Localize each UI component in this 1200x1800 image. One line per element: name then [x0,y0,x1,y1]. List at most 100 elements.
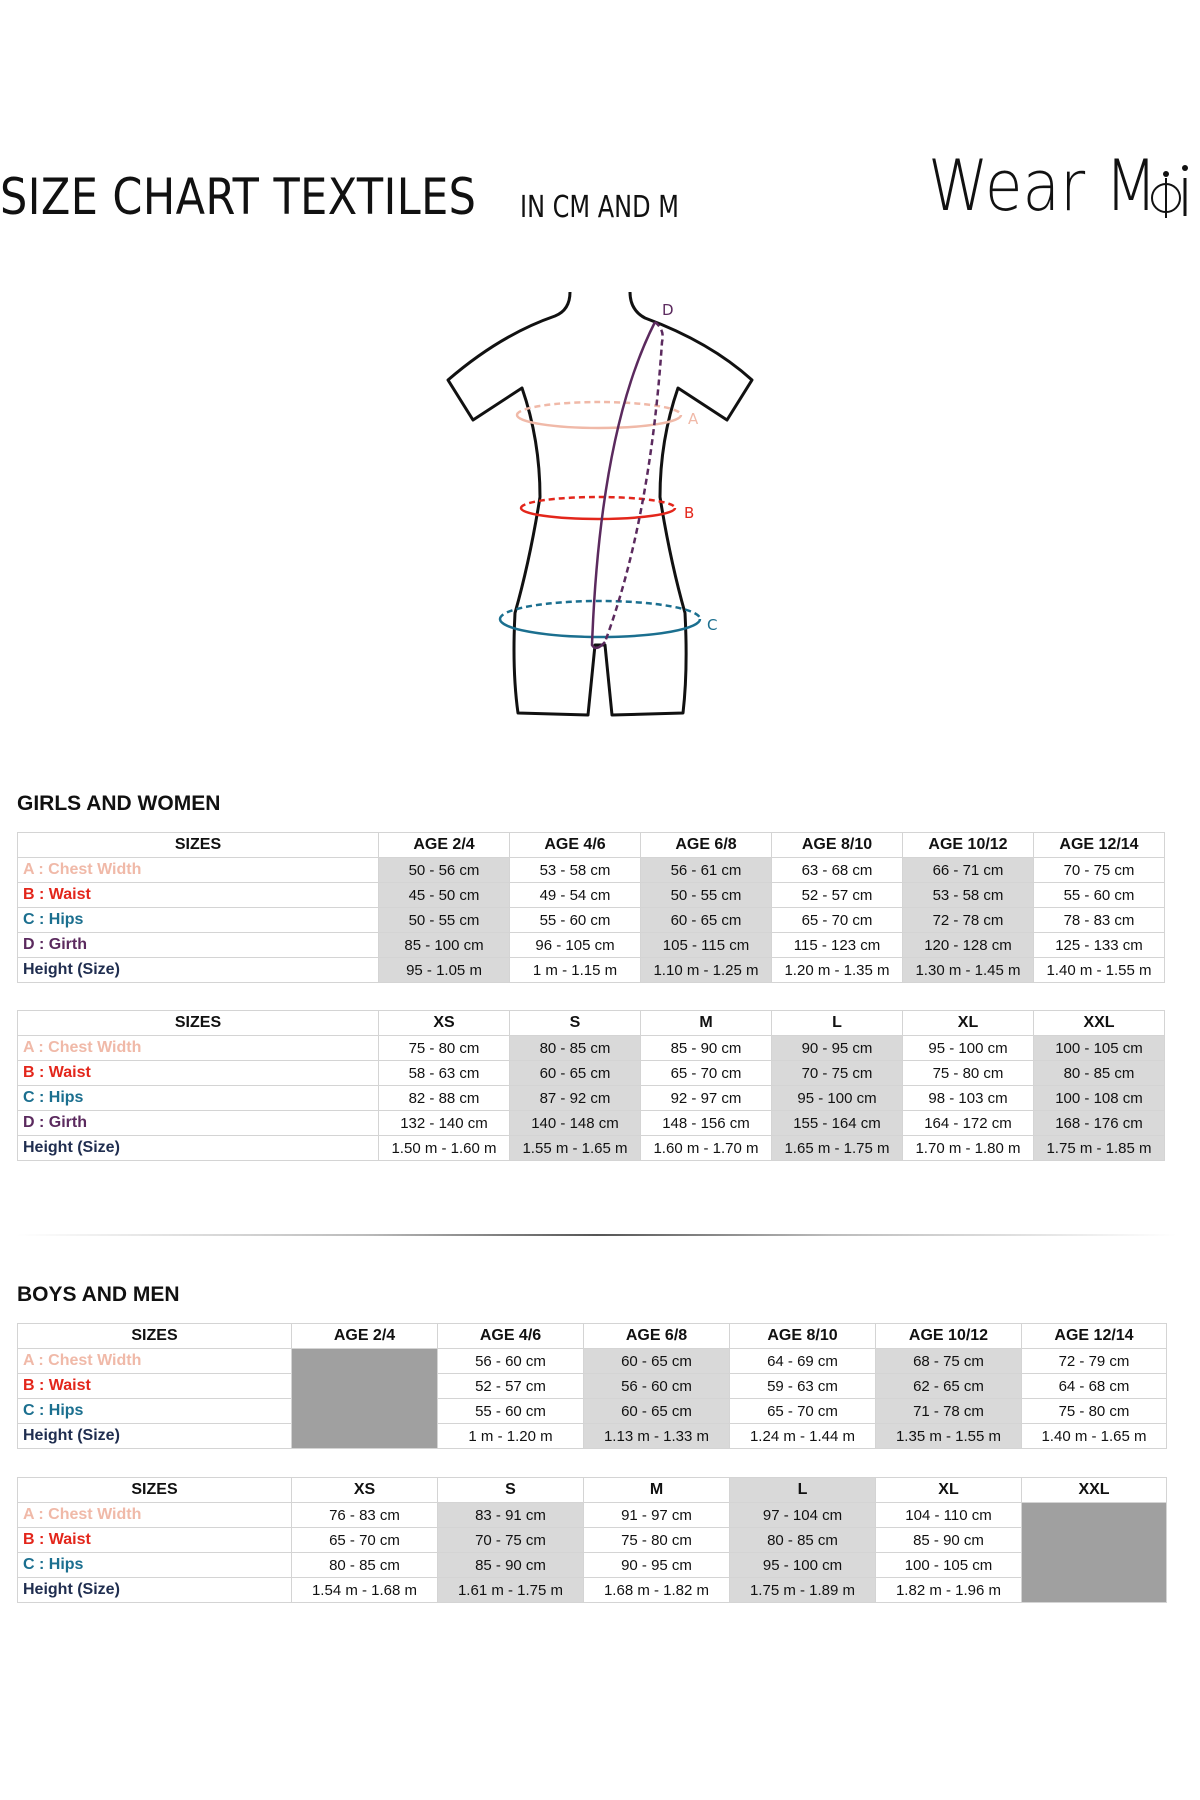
table-cell: 80 - 85 cm [291,1552,438,1578]
table-cell: 70 - 75 cm [437,1527,584,1553]
row-label: Height (Size) [17,1577,292,1603]
table-cell: 95 - 100 cm [729,1552,876,1578]
table-cell: 140 - 148 cm [509,1110,641,1136]
table-cell: 1.30 m - 1.45 m [902,957,1034,983]
table-cell: 55 - 60 cm [1033,882,1165,908]
table-cell: 92 - 97 cm [640,1085,772,1111]
column-header: AGE 12/14 [1021,1323,1167,1349]
table-cell: 82 - 88 cm [378,1085,510,1111]
table-cell: 168 - 176 cm [1033,1110,1165,1136]
column-header: AGE 2/4 [378,832,510,858]
table-cell: 75 - 80 cm [583,1527,730,1553]
column-header: AGE 4/6 [509,832,641,858]
column-header: AGE 6/8 [640,832,772,858]
heading-girls-women: GIRLS AND WOMEN [17,792,221,815]
row-label: A : Chest Width [17,1035,379,1061]
row-label: C : Hips [17,1552,292,1578]
column-header: AGE 8/10 [771,832,903,858]
unavailable-cell [291,1348,438,1449]
column-header: SIZES [17,1010,379,1036]
table-row: Height (Size) 1.50 m - 1.60 m 1.55 m - 1.6… [17,1135,1165,1161]
table-cell: 80 - 85 cm [509,1035,641,1061]
row-label: B : Waist [17,1373,292,1399]
title-subtitle: IN CM AND M [520,190,679,225]
table-cell: 65 - 70 cm [291,1527,438,1553]
column-header: L [729,1477,876,1503]
table-cell: 1.50 m - 1.60 m [378,1135,510,1161]
column-header: AGE 10/12 [875,1323,1022,1349]
table-cell: 155 - 164 cm [771,1110,903,1136]
table-cell: 125 - 133 cm [1033,932,1165,958]
svg-text:Wear M: Wear M [928,148,1157,223]
table-cell: 95 - 100 cm [902,1035,1034,1061]
column-header: S [509,1010,641,1036]
table-row: D : Girth 132 - 140 cm 140 - 148 cm 148 - 1… [17,1110,1165,1136]
table-row: Height (Size) 1.54 m - 1.68 m 1.61 m - 1.7… [17,1577,1167,1603]
row-label: B : Waist [17,882,379,908]
table-cell: 60 - 65 cm [509,1060,641,1086]
table-cell: 98 - 103 cm [902,1085,1034,1111]
column-header: M [583,1477,730,1503]
table-cell: 115 - 123 cm [771,932,903,958]
column-header: AGE 4/6 [437,1323,584,1349]
table-cell: 75 - 80 cm [902,1060,1034,1086]
title-main: SIZE CHART TEXTILES [0,168,477,226]
table-cell: 1.40 m - 1.65 m [1021,1423,1167,1449]
row-label: Height (Size) [17,1135,379,1161]
section-divider [17,1234,1177,1236]
table-cell: 1.68 m - 1.82 m [583,1577,730,1603]
column-header: AGE 12/14 [1033,832,1165,858]
row-label: B : Waist [17,1527,292,1553]
table-cell: 97 - 104 cm [729,1502,876,1528]
column-header: L [771,1010,903,1036]
table-cell: 50 - 56 cm [378,857,510,883]
column-header: S [437,1477,584,1503]
table-cell: 63 - 68 cm [771,857,903,883]
row-label: Height (Size) [17,957,379,983]
table-girls-age: SIZES AGE 2/4 AGE 4/6 AGE 6/8 AGE 8/10 AGE 10… [17,832,1165,983]
table-header-row: SIZES AGE 2/4 AGE 4/6 AGE 6/8 AGE 8/10 AGE 10… [17,832,1165,858]
table-cell: 96 - 105 cm [509,932,641,958]
table-cell: 1.13 m - 1.33 m [583,1423,730,1449]
row-label: A : Chest Width [17,1348,292,1374]
wear-moi-logo: Wear M [928,148,1188,223]
table-cell: 1.40 m - 1.55 m [1033,957,1165,983]
body-measurement-diagram: A B C D [446,291,754,717]
table-header-row: SIZES XS S M L XL XXL [17,1010,1165,1036]
table-cell: 132 - 140 cm [378,1110,510,1136]
table-cell: 45 - 50 cm [378,882,510,908]
table-cell: 65 - 70 cm [640,1060,772,1086]
table-row: C : Hips 82 - 88 cm 87 - 92 cm 92 - 97 cm 95… [17,1085,1165,1111]
table-row: A : Chest Width 76 - 83 cm 83 - 91 cm 91 - … [17,1502,1167,1603]
row-label: B : Waist [17,1060,379,1086]
table-header-row: SIZES XS S M L XL XXL [17,1477,1167,1503]
table-cell: 148 - 156 cm [640,1110,772,1136]
table-cell: 75 - 80 cm [378,1035,510,1061]
table-cell: 80 - 85 cm [1033,1060,1165,1086]
table-cell: 55 - 60 cm [509,907,641,933]
table-cell: 70 - 75 cm [771,1060,903,1086]
table-cell: 64 - 68 cm [1021,1373,1167,1399]
unavailable-cell [1021,1502,1167,1603]
table-row: B : Waist 58 - 63 cm 60 - 65 cm 65 - 70 cm 7… [17,1060,1165,1086]
table-cell: 90 - 95 cm [771,1035,903,1061]
row-label: D : Girth [17,932,379,958]
table-cell: 1 m - 1.20 m [437,1423,584,1449]
table-row: B : Waist 65 - 70 cm 70 - 75 cm 75 - 80 cm 8… [17,1527,1167,1553]
table-cell: 78 - 83 cm [1033,907,1165,933]
row-label: A : Chest Width [17,1502,292,1528]
label-d: D [662,301,674,319]
table-cell: 1.24 m - 1.44 m [729,1423,876,1449]
table-row: A : Chest Width 56 - 60 cm 60 - 65 cm 64 - … [17,1348,1167,1449]
table-cell: 72 - 79 cm [1021,1348,1167,1374]
label-a: A [688,410,699,428]
table-cell: 50 - 55 cm [640,882,772,908]
table-cell: 95 - 100 cm [771,1085,903,1111]
column-header: XL [875,1477,1022,1503]
table-cell: 1.55 m - 1.65 m [509,1135,641,1161]
table-cell: 56 - 61 cm [640,857,772,883]
table-cell: 164 - 172 cm [902,1110,1034,1136]
row-label: Height (Size) [17,1423,292,1449]
table-row: A : Chest Width 50 - 56 cm 53 - 58 cm 56 - … [17,857,1165,883]
